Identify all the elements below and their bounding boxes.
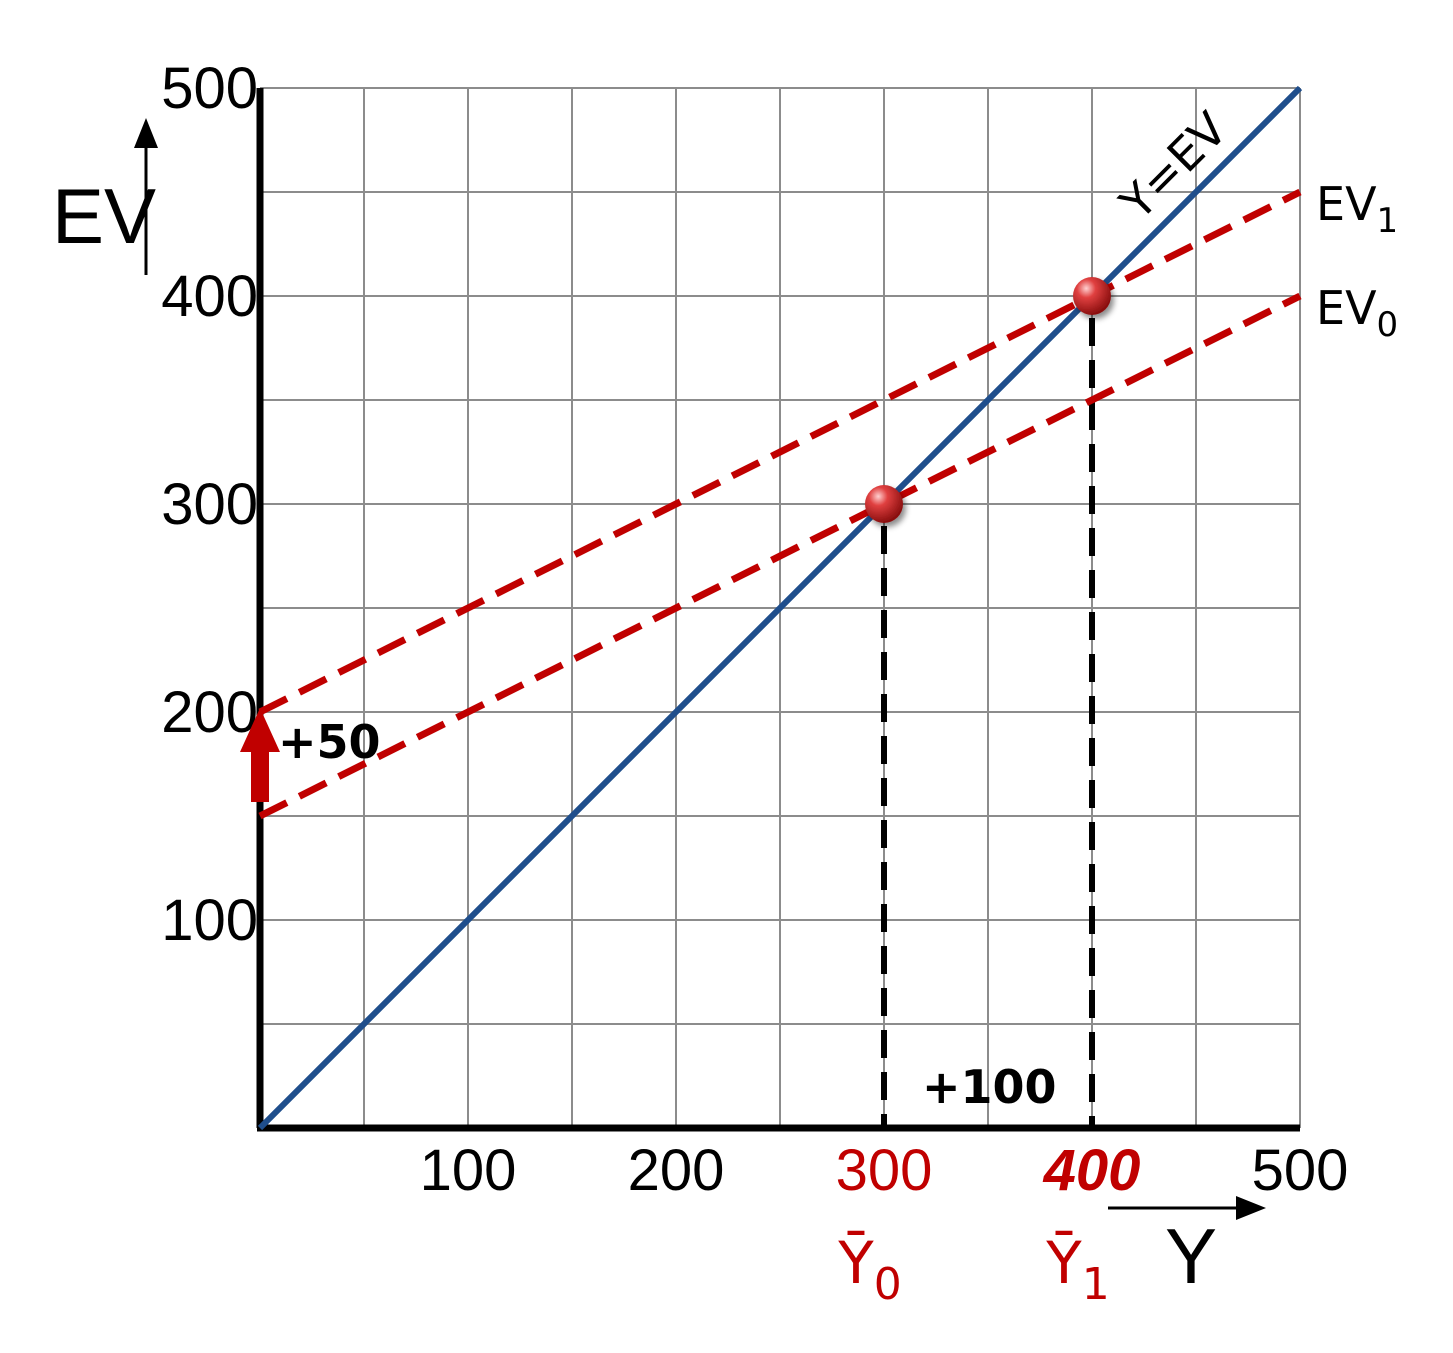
x-tick-label: 400 [1043, 1138, 1141, 1203]
equilibrium-point [1073, 277, 1111, 315]
ev-label-subscript: 0 [1377, 305, 1399, 345]
output-change-annotation: +100 [922, 1060, 1057, 1114]
x-tick-label: 500 [1252, 1138, 1349, 1203]
y-tick-label: 500 [161, 56, 258, 121]
ev-line-label-0: EV0 [1316, 281, 1398, 345]
shift-arrow [240, 708, 280, 802]
x-axis-label: Y [1165, 1212, 1217, 1300]
ev-label-subscript: 1 [1377, 201, 1399, 241]
ev-label-text: EV [1316, 281, 1377, 335]
ev-label-text: EV [1316, 177, 1377, 231]
tick-labels: 100 200 300 400 500 100 200 300 400 500 [161, 56, 1348, 1203]
equilibrium-point [865, 485, 903, 523]
ev-line-0 [258, 292, 1302, 820]
equilibrium-symbol: Ȳ [1045, 1229, 1082, 1297]
y-tick-label: 200 [161, 680, 258, 745]
equilibrium-labels: Ȳ0 Ȳ1 [837, 1229, 1109, 1310]
x-axis-arrow [1108, 1196, 1266, 1220]
y-tick-label: 400 [161, 264, 258, 329]
equilibrium-subscript: 0 [874, 1259, 902, 1310]
equilibrium-label: Ȳ0 [837, 1229, 901, 1310]
equilibrium-symbol: Ȳ [837, 1229, 874, 1297]
equilibrium-subscript: 1 [1082, 1259, 1110, 1310]
x-tick-label: 300 [836, 1138, 933, 1203]
ev-line-label-1: EV1 [1316, 177, 1398, 241]
y-tick-label: 100 [161, 888, 258, 953]
shift-annotation: +50 [278, 715, 381, 769]
y-axis-arrow [134, 118, 158, 275]
x-tick-label: 200 [628, 1138, 725, 1203]
x-tick-label: 100 [420, 1138, 517, 1203]
equilibrium-label: Ȳ1 [1045, 1229, 1109, 1310]
y-axis-label: EV [52, 172, 156, 260]
ev-line-1 [258, 188, 1302, 716]
y-tick-label: 300 [161, 472, 258, 537]
line-45-degree [257, 85, 1303, 1131]
